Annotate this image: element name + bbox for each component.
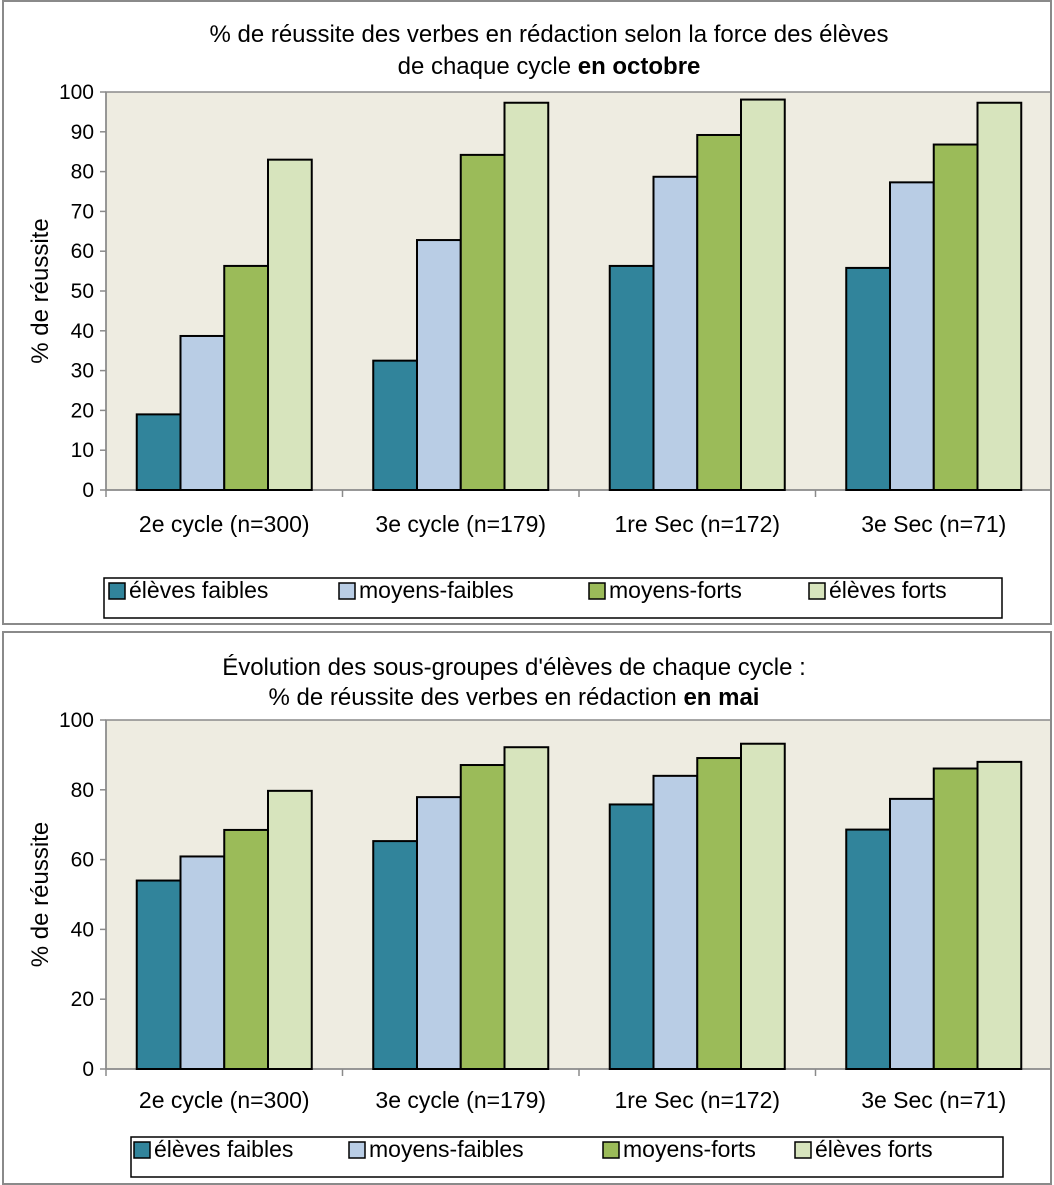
y-tick-label: 80 (71, 161, 94, 184)
y-tick-label: 70 (71, 200, 94, 223)
chart-panel-october: % de réussite des verbes en rédaction se… (2, 0, 1052, 625)
bar-4-1 (267, 158, 313, 491)
bar-3-3 (696, 133, 743, 491)
bar-1-2 (372, 359, 418, 491)
y-axis-label: % de réussite (27, 218, 54, 363)
bar-1-1 (135, 413, 182, 492)
x-category-label: 3e Sec (n=71) (861, 1087, 1006, 1113)
bar-2-1 (179, 334, 226, 491)
legend-swatch (794, 1141, 812, 1159)
bar-4-3 (740, 98, 786, 491)
legend-swatch (338, 582, 356, 600)
legend-swatch (588, 582, 606, 600)
bar-3-2 (459, 764, 506, 1070)
legend-swatch (133, 1141, 151, 1159)
bar-1-1 (135, 879, 182, 1070)
title-bold-part: en octobre (578, 53, 701, 80)
legend-box (130, 1136, 1004, 1178)
chart-title: Évolution des sous-groupes d'élèves de c… (222, 654, 806, 681)
y-tick-label: 60 (71, 849, 94, 872)
bar-3-1 (223, 264, 270, 491)
chart-title-line2: % de réussite des verbes en rédaction en… (269, 684, 760, 711)
x-category-label: 3e cycle (n=179) (375, 1087, 546, 1113)
bar-4-4 (976, 760, 1023, 1070)
y-tick-label: 90 (71, 121, 94, 144)
y-tick-label: 20 (71, 399, 94, 422)
bar-1-3 (608, 264, 655, 491)
chart-title: % de réussite des verbes en rédaction se… (209, 21, 888, 48)
bar-4-3 (740, 742, 786, 1071)
y-tick-label: 0 (82, 479, 94, 502)
y-tick-label: 60 (71, 240, 94, 263)
y-tick-label: 10 (71, 439, 94, 462)
legend-label: moyens-forts (623, 1136, 756, 1162)
y-tick-label: 40 (71, 320, 94, 343)
chart-may: Évolution des sous-groupes d'élèves de c… (27, 654, 1050, 1178)
bar-1-3 (608, 803, 655, 1070)
legend-label: élèves faibles (154, 1136, 293, 1162)
legend-label: moyens-forts (609, 577, 742, 603)
legend-label: élèves forts (815, 1136, 933, 1162)
bar-3-2 (459, 153, 506, 491)
legend-label: élèves forts (829, 577, 947, 603)
y-tick-label: 30 (71, 360, 94, 383)
x-category-label: 3e cycle (n=179) (375, 511, 546, 537)
chart-october: % de réussite des verbes en rédaction se… (27, 21, 1050, 619)
bar-4-2 (503, 101, 550, 491)
y-tick-label: 0 (82, 1058, 94, 1081)
legend-swatch (808, 582, 826, 600)
x-category-label: 3e Sec (n=71) (861, 511, 1006, 537)
legend-label: moyens-faibles (369, 1136, 524, 1162)
bar-1-4 (845, 266, 891, 491)
legend-swatch (108, 582, 126, 600)
title-bold-part: en mai (683, 684, 759, 711)
bar-1-2 (372, 840, 418, 1070)
y-tick-label: 40 (71, 918, 94, 941)
bar-3-3 (696, 757, 743, 1071)
bar-2-3 (652, 774, 699, 1070)
legend-box (103, 577, 1003, 619)
y-tick-label: 80 (71, 779, 94, 802)
bar-1-4 (845, 828, 891, 1070)
chart-title-line2: de chaque cycle en octobre (398, 53, 701, 80)
bar-2-4 (888, 797, 935, 1070)
x-category-label: 1re Sec (n=172) (614, 1087, 780, 1113)
title-regular-part: % de réussite des verbes en rédaction (269, 684, 684, 711)
y-tick-label: 100 (59, 709, 94, 732)
bar-4-2 (503, 746, 550, 1071)
bar-2-4 (888, 181, 935, 491)
y-tick-label: 20 (71, 988, 94, 1011)
y-tick-label: 100 (59, 81, 94, 104)
y-tick-label: 50 (71, 280, 94, 303)
bar-2-2 (415, 796, 462, 1070)
title-regular-part: de chaque cycle (398, 53, 578, 80)
bar-3-4 (932, 143, 979, 491)
bar-3-1 (223, 828, 270, 1070)
chart-panel-may: Évolution des sous-groupes d'élèves de c… (2, 631, 1052, 1185)
x-category-label: 1re Sec (n=172) (614, 511, 780, 537)
legend-label: élèves faibles (129, 577, 268, 603)
y-axis-label: % de réussite (27, 822, 54, 967)
bar-4-4 (976, 101, 1023, 491)
legend-swatch (348, 1141, 366, 1159)
bar-2-1 (179, 855, 226, 1070)
legend-label: moyens-faibles (359, 577, 514, 603)
x-category-label: 2e cycle (n=300) (139, 511, 310, 537)
bar-2-2 (415, 239, 462, 491)
x-category-label: 2e cycle (n=300) (139, 1087, 310, 1113)
bar-3-4 (932, 767, 979, 1071)
bar-2-3 (652, 175, 699, 492)
bar-4-1 (267, 789, 313, 1071)
legend-swatch (602, 1141, 620, 1159)
